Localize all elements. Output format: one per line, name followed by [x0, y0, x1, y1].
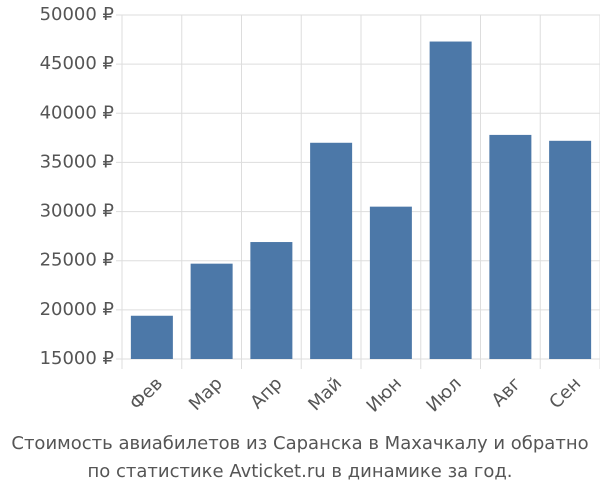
- y-tick-label: 25000 ₽: [40, 250, 114, 271]
- x-tick-label: Мар: [185, 373, 227, 415]
- bar: [429, 41, 472, 360]
- x-tick-label: Июн: [363, 373, 406, 416]
- bar: [310, 142, 353, 359]
- x-tick-label: Фев: [126, 373, 167, 414]
- x-tick-label: Авг: [488, 373, 526, 411]
- x-tick-label: Май: [304, 373, 346, 415]
- y-tick-label: 35000 ₽: [40, 151, 114, 172]
- x-tick-label: Июл: [422, 373, 465, 416]
- y-tick-label: 20000 ₽: [40, 299, 114, 320]
- bar: [369, 206, 412, 359]
- x-tick-label: Апр: [246, 373, 286, 413]
- y-tick-label: 45000 ₽: [40, 53, 114, 74]
- chart-title: Стоимость авиабилетов из Саранска в Маха…: [11, 433, 589, 482]
- y-tick-label: 40000 ₽: [40, 102, 114, 123]
- x-tick-label: Сен: [545, 373, 585, 413]
- bar: [250, 242, 293, 359]
- y-tick-label: 15000 ₽: [40, 348, 114, 369]
- bar: [549, 140, 592, 359]
- bar: [130, 315, 173, 359]
- y-tick-label: 50000 ₽: [40, 4, 114, 25]
- bar: [190, 263, 233, 359]
- bar: [489, 134, 532, 359]
- y-tick-label: 30000 ₽: [40, 201, 114, 222]
- chart: 15000 ₽ 20000 ₽ 25000 ₽ 30000 ₽ 35000 ₽ 40000…: [40, 4, 600, 417]
